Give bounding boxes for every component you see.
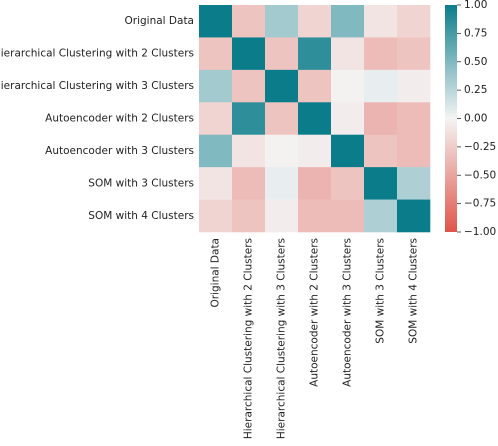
row-label-2: Hierarchical Clustering with 3 Clusters: [0, 80, 194, 92]
row-label-5: SOM with 3 Clusters: [88, 177, 194, 189]
heatmap-cell-2-2: [265, 69, 299, 103]
heatmap-cell-0-4: [331, 5, 365, 38]
heatmap-cell-3-1: [232, 102, 266, 136]
heatmap-cell-6-4: [331, 199, 365, 233]
heatmap-cell-4-3: [298, 134, 332, 168]
heatmap-cell-1-5: [364, 37, 398, 71]
heatmap-cell-4-1: [232, 134, 266, 168]
heatmap-cell-1-0: [199, 37, 233, 71]
heatmap-cell-3-2: [265, 102, 299, 136]
heatmap-cell-3-6: [397, 102, 431, 136]
heatmap-cell-5-5: [364, 167, 398, 200]
row-label-1: Hierarchical Clustering with 2 Clusters: [0, 48, 194, 60]
column-label-2: Hierarchical Clustering with 3 Clusters: [276, 238, 288, 439]
column-label-6: SOM with 4 Clusters: [408, 238, 420, 344]
heatmap-cell-1-2: [265, 37, 299, 71]
heatmap-cell-6-3: [298, 199, 332, 233]
colorbar-tick-label-5: −0.25: [464, 141, 496, 153]
row-label-6: SOM with 4 Clusters: [88, 210, 194, 222]
heatmap-cell-2-6: [397, 69, 431, 103]
heatmap-cells: [199, 5, 431, 233]
column-label-1: Hierarchical Clustering with 2 Clusters: [243, 238, 255, 439]
heatmap-cell-1-3: [298, 37, 332, 71]
colorbar-tick-label-3: 0.25: [464, 84, 487, 96]
heatmap-cell-4-0: [199, 134, 233, 168]
heatmap-cell-4-5: [364, 134, 398, 168]
colorbar-tick-label-7: −0.75: [464, 198, 496, 210]
heatmap-cell-1-4: [331, 37, 365, 71]
colorbar-tick-label-1: 0.75: [464, 27, 487, 39]
column-label-0: Original Data: [210, 238, 222, 308]
heatmap-cell-3-4: [331, 102, 365, 136]
heatmap-cell-4-4: [331, 134, 365, 168]
column-labels: Original Data Hierarchical Clustering wit…: [210, 238, 420, 439]
heatmap-cell-4-6: [397, 134, 431, 168]
colorbar: 1.00 0.75 0.50 0.25 0.00 −0.25 −0.50 −0.75 −1.00: [445, 0, 496, 238]
heatmap-cell-5-0: [199, 167, 233, 200]
heatmap-cell-1-6: [397, 37, 431, 71]
heatmap-cell-5-1: [232, 167, 266, 200]
row-label-4: Autoencoder with 3 Clusters: [45, 145, 194, 157]
heatmap-cell-0-5: [364, 5, 398, 38]
heatmap-cell-1-1: [232, 37, 266, 71]
heatmap-cell-0-1: [232, 5, 266, 38]
heatmap-cell-2-1: [232, 69, 266, 103]
heatmap-cell-3-5: [364, 102, 398, 136]
heatmap-cell-6-1: [232, 199, 266, 233]
heatmap-cell-2-5: [364, 69, 398, 103]
colorbar-tick-label-2: 0.50: [464, 56, 487, 68]
heatmap-cell-6-6: [397, 199, 431, 233]
heatmap-cell-0-3: [298, 5, 332, 38]
column-label-3: Autoencoder with 2 Clusters: [309, 238, 321, 387]
column-label-5: SOM with 3 Clusters: [375, 238, 387, 344]
heatmap-cell-5-2: [265, 167, 299, 200]
row-label-3: Autoencoder with 2 Clusters: [45, 113, 194, 125]
heatmap-cell-2-3: [298, 69, 332, 103]
column-label-4: Autoencoder with 3 Clusters: [342, 238, 354, 387]
heatmap-cell-3-0: [199, 102, 233, 136]
heatmap-cell-5-6: [397, 167, 431, 200]
heatmap-cell-4-2: [265, 134, 299, 168]
colorbar-tick-label-0: 1.00: [464, 0, 487, 11]
colorbar-tick-label-6: −0.50: [464, 169, 496, 181]
heatmap-cell-0-2: [265, 5, 299, 38]
heatmap-cell-0-0: [199, 5, 233, 38]
row-labels: Original Data Hierarchical Clustering wit…: [0, 15, 194, 222]
heatmap-cell-6-2: [265, 199, 299, 233]
heatmap-cell-3-3: [298, 102, 332, 136]
heatmap-cell-0-6: [397, 5, 431, 38]
heatmap-cell-6-0: [199, 199, 233, 233]
row-label-0: Original Data: [125, 15, 195, 27]
heatmap-cell-2-4: [331, 69, 365, 103]
heatmap-cell-6-5: [364, 199, 398, 233]
heatmap-cell-5-3: [298, 167, 332, 200]
heatmap-cell-5-4: [331, 167, 365, 200]
heatmap-cell-2-0: [199, 69, 233, 103]
colorbar-gradient: [445, 5, 457, 232]
colorbar-tick-label-8: −1.00: [464, 226, 496, 238]
colorbar-tick-label-4: 0.00: [464, 113, 487, 125]
